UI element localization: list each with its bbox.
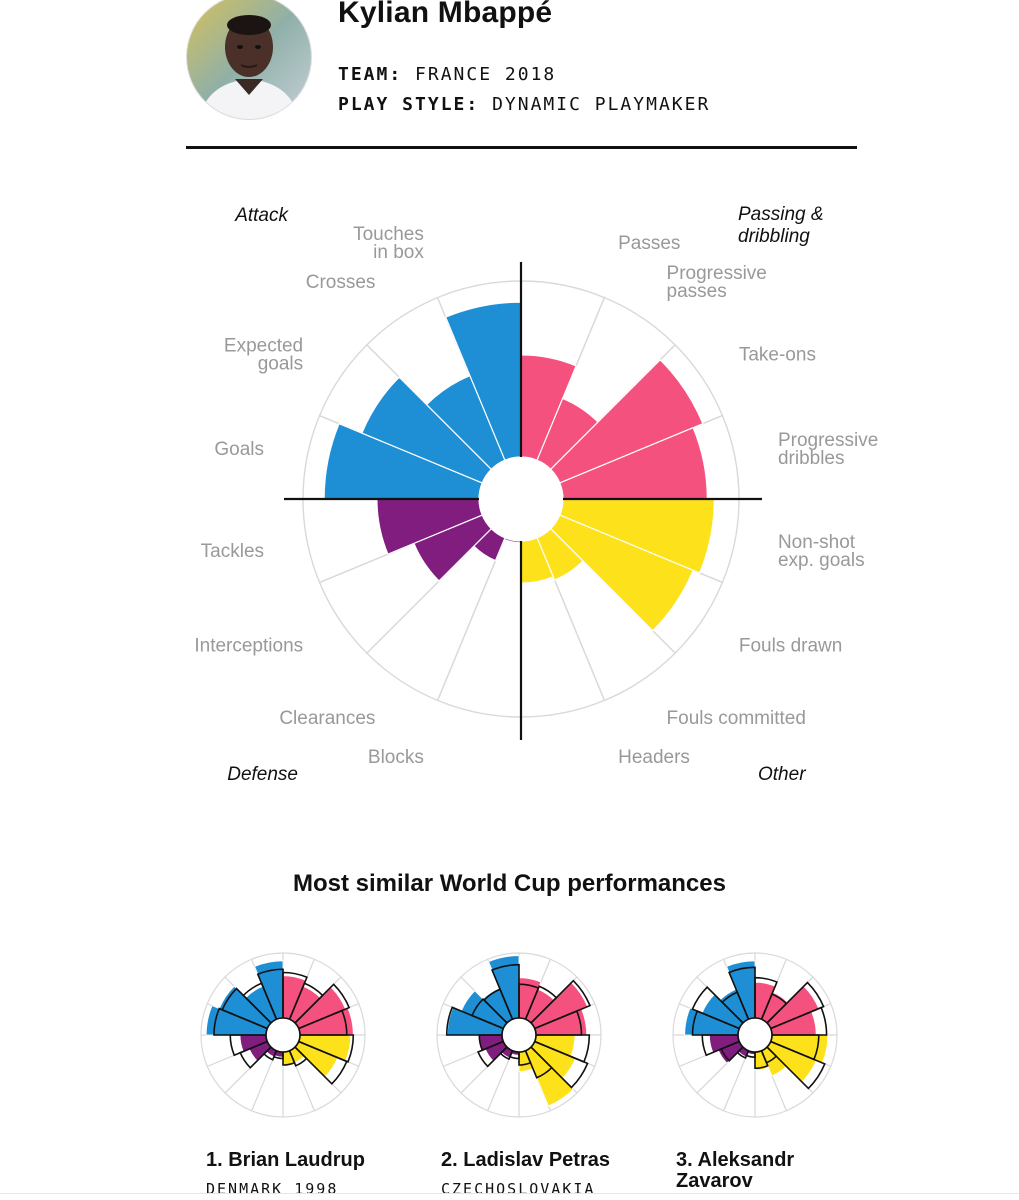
similar-player-name-1: 1. Brian Laudrup <box>206 1149 365 1171</box>
category-label-14: Expected goals <box>224 335 303 374</box>
category-label-line: dribbles <box>778 448 845 469</box>
category-label-line: in box <box>373 242 424 263</box>
category-label-line: Expected <box>224 335 303 356</box>
player-name: Kylian Mbappé <box>338 0 553 29</box>
category-label-line: exp. goals <box>778 550 865 571</box>
similar-chart-1 <box>200 952 366 1118</box>
category-label-1: Passes <box>618 233 680 254</box>
group-label-attack: Attack <box>234 205 289 226</box>
category-label-line: Fouls drawn <box>739 636 843 657</box>
category-label-12: Tackles <box>201 541 264 562</box>
category-label-10: Clearances <box>279 708 375 729</box>
group-label-other: Other <box>758 764 806 785</box>
play-style-value: DYNAMIC PLAYMAKER <box>492 94 711 115</box>
category-label-line: Progressive <box>667 263 767 284</box>
team-value: FRANCE 2018 <box>415 64 557 85</box>
group-label-passing: Passing & dribbling <box>738 204 824 247</box>
category-label-line: Fouls committed <box>667 708 806 729</box>
category-label-line: passes <box>667 281 727 302</box>
category-label-4: Progressive dribbles <box>778 430 878 469</box>
group-label-line: dribbling <box>738 226 810 247</box>
category-label-line: Clearances <box>279 708 375 729</box>
category-label-line: Blocks <box>368 747 424 768</box>
similar-section-title: Most similar World Cup performances <box>293 870 726 897</box>
category-label-line: Interceptions <box>194 636 303 657</box>
category-label-line: goals <box>258 353 303 374</box>
center-hole-cover <box>479 457 563 541</box>
category-label-line: Take-ons <box>739 344 816 365</box>
similar-chart-2 <box>436 952 602 1118</box>
group-label-defense: Defense <box>227 764 298 785</box>
category-label-7: Fouls committed <box>667 708 806 729</box>
category-label-15: Crosses <box>306 272 376 293</box>
center-hole <box>265 1017 301 1053</box>
player-photo <box>187 0 311 119</box>
category-label-9: Blocks <box>368 747 424 768</box>
category-label-line: Touches <box>353 224 424 245</box>
category-label-line: Goals <box>214 439 264 460</box>
category-label-line: Tackles <box>201 541 264 562</box>
category-label-2: Progressive passes <box>667 263 767 302</box>
category-label-line: Headers <box>618 747 690 768</box>
category-label-16: Touches in box <box>353 224 424 263</box>
group-label-line: Defense <box>227 764 298 785</box>
category-label-8: Headers <box>618 747 690 768</box>
category-label-line: Crosses <box>306 272 376 293</box>
center-hole <box>737 1017 773 1053</box>
similar-player-name-2: 2. Ladislav Petras <box>441 1149 610 1171</box>
group-label-line: Other <box>758 764 806 785</box>
page-bottom-edge <box>0 1194 1019 1200</box>
category-label-6: Fouls drawn <box>739 636 843 657</box>
play-style-line: PLAY STYLE: DYNAMIC PLAYMAKER <box>338 94 710 115</box>
category-label-line: Progressive <box>778 430 878 451</box>
category-label-13: Goals <box>214 439 264 460</box>
category-label-line: Non-shot <box>778 532 856 553</box>
category-label-3: Take-ons <box>739 344 816 365</box>
similar-player-team-1: DENMARK 1998 <box>206 1180 339 1198</box>
play-style-label: PLAY STYLE: <box>338 94 480 115</box>
category-label-11: Interceptions <box>194 636 303 657</box>
team-line: TEAM: FRANCE 2018 <box>338 64 556 85</box>
similar-chart-3 <box>672 952 838 1118</box>
category-label-5: Non-shot exp. goals <box>778 532 865 571</box>
center-hole <box>501 1017 537 1053</box>
group-label-line: Passing & <box>738 204 824 225</box>
group-label-line: Attack <box>234 205 289 226</box>
similar-player-team-2: CZECHOSLOVAKIA <box>441 1180 596 1198</box>
similar-player-name-3: 3. Aleksandr Zavarov <box>676 1149 795 1192</box>
player-avatar <box>186 0 312 120</box>
category-label-line: Passes <box>618 233 680 254</box>
team-label: TEAM: <box>338 64 403 85</box>
header-divider <box>186 146 857 149</box>
